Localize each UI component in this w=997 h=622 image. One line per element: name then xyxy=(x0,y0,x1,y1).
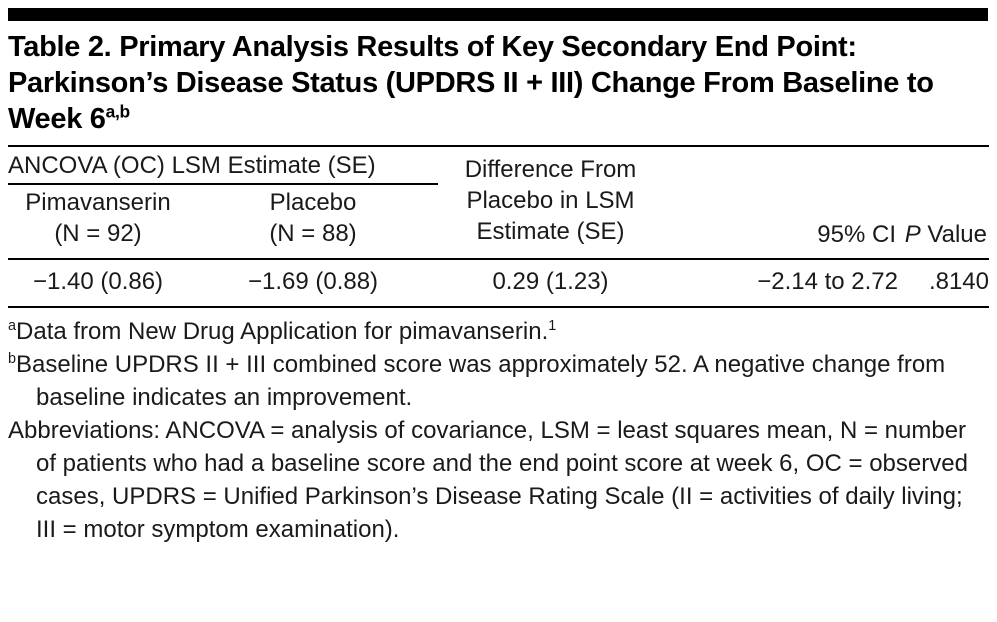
group-header-ancova: ANCOVA (OC) LSM Estimate (SE) xyxy=(8,145,438,185)
sub-header-row: Pimavanserin (N = 92) Placebo (N = 88) xyxy=(8,184,989,259)
footnote-b-text: Baseline UPDRS II + III combined score w… xyxy=(16,351,946,412)
table-title-text: Table 2. Primary Analysis Results of Key… xyxy=(8,31,934,135)
footnote-abbreviations-text: Abbreviations: ANCOVA = analysis of cova… xyxy=(8,417,968,544)
footnote-b: bBaseline UPDRS II + III combined score … xyxy=(8,348,988,414)
column-header-difference-line3: Estimate (SE) xyxy=(476,218,625,246)
cell-pvalue: .8140 xyxy=(898,258,989,309)
footnote-a-text: Data from New Drug Application for pimav… xyxy=(16,318,549,346)
pvalue-p: P xyxy=(904,221,921,249)
column-header-placebo-line2: (N = 88) xyxy=(269,220,357,248)
table-title: Table 2. Primary Analysis Results of Key… xyxy=(8,30,988,138)
cell-95ci: −2.14 to 2.72 xyxy=(663,258,898,309)
results-table: ANCOVA (OC) LSM Estimate (SE) Difference… xyxy=(8,144,989,309)
column-header-placebo: Placebo (N = 88) xyxy=(188,184,438,259)
table-title-superscript: a,b xyxy=(105,101,131,122)
column-header-placebo-line1: Placebo xyxy=(269,188,357,216)
column-header-pimavanserin-line2: (N = 92) xyxy=(54,220,142,248)
footnote-a-citation: 1 xyxy=(548,318,557,335)
pvalue-rest: Value xyxy=(920,221,987,249)
column-header-95ci: 95% CI xyxy=(817,221,896,249)
footnote-a: aData from New Drug Application for pima… xyxy=(8,315,988,348)
footnote-a-marker: a xyxy=(8,318,17,335)
footnote-b-marker: b xyxy=(8,351,17,368)
group-header-row: ANCOVA (OC) LSM Estimate (SE) Difference… xyxy=(8,145,989,248)
column-header-difference-line2: Placebo in LSM xyxy=(466,187,635,215)
column-header-pimavanserin: Pimavanserin (N = 92) xyxy=(8,184,188,259)
footnote-abbreviations: Abbreviations: ANCOVA = analysis of cova… xyxy=(8,414,988,546)
cell-placebo-lsm: −1.69 (0.88) xyxy=(188,258,438,309)
top-rule xyxy=(8,8,988,21)
cell-pimavanserin-lsm: −1.40 (0.86) xyxy=(8,258,188,309)
table-2-figure: Table 2. Primary Analysis Results of Key… xyxy=(8,8,989,546)
cell-difference-lsm: 0.29 (1.23) xyxy=(438,258,663,309)
column-header-pvalue: P Value xyxy=(898,146,989,259)
footnotes: aData from New Drug Application for pima… xyxy=(8,315,988,546)
column-header-difference-line1: Difference From xyxy=(464,155,637,183)
column-header-pimavanserin-line1: Pimavanserin xyxy=(25,188,171,216)
table-row: −1.40 (0.86) −1.69 (0.88) 0.29 (1.23) −2… xyxy=(8,258,989,309)
column-header-difference: Difference From Placebo in LSM Estimate … xyxy=(438,146,663,259)
